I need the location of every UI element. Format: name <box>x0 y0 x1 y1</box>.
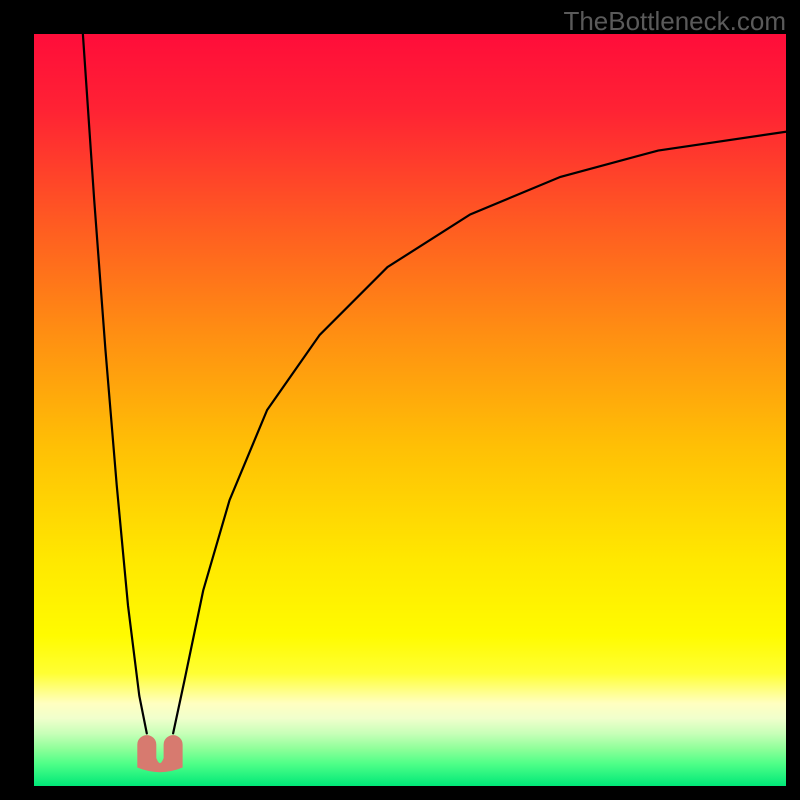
left-curve-branch <box>83 34 147 733</box>
valley-marker <box>138 736 182 772</box>
watermark-text: TheBottleneck.com <box>563 6 786 37</box>
plot-area <box>34 34 786 786</box>
curve-layer <box>34 34 786 786</box>
right-curve-branch <box>173 132 786 734</box>
